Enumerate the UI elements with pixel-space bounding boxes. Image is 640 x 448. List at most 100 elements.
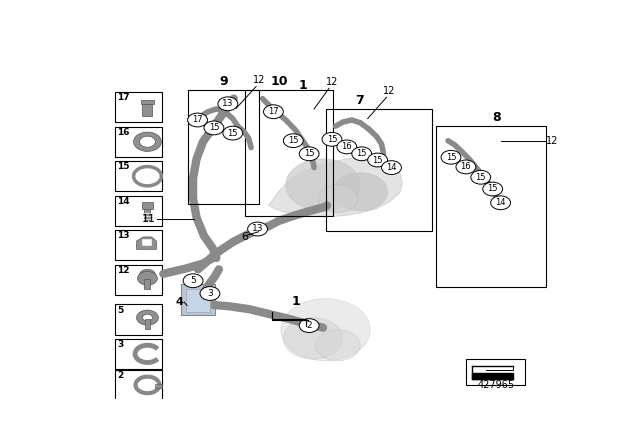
Text: 15: 15 <box>288 136 298 145</box>
Text: 15: 15 <box>209 124 219 133</box>
Text: 12: 12 <box>253 75 266 85</box>
Bar <box>115 339 162 369</box>
Text: 13: 13 <box>117 232 129 241</box>
Text: 8: 8 <box>492 112 500 125</box>
Text: 14: 14 <box>495 198 506 207</box>
Bar <box>115 230 162 260</box>
Bar <box>141 100 154 104</box>
Text: 13: 13 <box>252 224 263 233</box>
FancyBboxPatch shape <box>181 284 216 315</box>
Circle shape <box>367 153 388 167</box>
Circle shape <box>248 222 268 236</box>
Circle shape <box>143 314 152 321</box>
Text: 5: 5 <box>117 306 124 314</box>
Text: 12: 12 <box>326 77 338 86</box>
Circle shape <box>318 185 358 212</box>
Circle shape <box>188 113 207 127</box>
Text: 5: 5 <box>190 276 196 285</box>
Circle shape <box>491 196 511 210</box>
Text: 12: 12 <box>547 136 559 146</box>
Circle shape <box>134 132 161 151</box>
Text: 15: 15 <box>304 149 314 158</box>
Bar <box>115 304 162 335</box>
Text: 9: 9 <box>219 75 228 88</box>
Text: 4: 4 <box>175 297 183 307</box>
Text: 15: 15 <box>227 129 238 138</box>
Polygon shape <box>136 237 156 250</box>
Circle shape <box>456 160 476 174</box>
Text: 15: 15 <box>326 135 337 144</box>
Text: 6: 6 <box>241 232 248 242</box>
Circle shape <box>483 182 502 196</box>
Bar <box>115 264 162 295</box>
Bar <box>115 92 162 122</box>
Circle shape <box>300 147 319 161</box>
Text: 427965: 427965 <box>477 380 514 390</box>
Bar <box>143 239 152 246</box>
Text: 10: 10 <box>270 75 287 88</box>
Bar <box>186 289 211 312</box>
Circle shape <box>183 274 203 288</box>
Circle shape <box>286 159 360 211</box>
Bar <box>143 104 152 116</box>
Text: 11: 11 <box>141 214 156 224</box>
Circle shape <box>134 167 161 186</box>
Circle shape <box>381 161 401 174</box>
Bar <box>436 126 547 287</box>
Bar <box>115 195 162 226</box>
Circle shape <box>352 147 372 161</box>
Text: 15: 15 <box>372 155 383 164</box>
Bar <box>145 209 150 220</box>
Circle shape <box>218 97 237 111</box>
Circle shape <box>284 134 303 147</box>
Circle shape <box>140 269 156 280</box>
Text: 16: 16 <box>461 163 471 172</box>
Bar <box>188 90 259 204</box>
Bar <box>244 90 333 216</box>
Bar <box>142 202 153 209</box>
Text: 1: 1 <box>292 295 301 308</box>
Text: 12: 12 <box>383 86 396 96</box>
Text: 14: 14 <box>386 163 397 172</box>
Text: 15: 15 <box>445 153 456 162</box>
Circle shape <box>204 121 224 135</box>
Text: 1: 1 <box>299 79 308 92</box>
Text: 12: 12 <box>117 266 129 275</box>
Circle shape <box>333 173 388 211</box>
Circle shape <box>316 330 360 361</box>
Text: 2: 2 <box>117 371 124 380</box>
Bar <box>115 370 162 400</box>
Text: 3: 3 <box>117 340 124 349</box>
Text: 7: 7 <box>355 94 364 107</box>
Text: 15: 15 <box>356 149 367 158</box>
Circle shape <box>138 271 157 285</box>
Text: 2: 2 <box>307 321 312 330</box>
Text: 15: 15 <box>488 185 498 194</box>
Text: 3: 3 <box>207 289 213 298</box>
Bar <box>145 279 150 289</box>
Circle shape <box>284 318 343 359</box>
Circle shape <box>471 170 491 184</box>
Text: 14: 14 <box>117 197 129 206</box>
Circle shape <box>136 310 158 325</box>
Bar <box>115 161 162 191</box>
Text: 17: 17 <box>268 107 279 116</box>
Bar <box>466 359 525 385</box>
Circle shape <box>200 287 220 301</box>
Circle shape <box>223 126 243 140</box>
Bar <box>145 319 150 329</box>
Circle shape <box>337 140 356 154</box>
Circle shape <box>281 299 370 361</box>
Circle shape <box>140 136 156 147</box>
Text: 15: 15 <box>117 163 129 172</box>
Bar <box>115 126 162 157</box>
Circle shape <box>441 151 461 164</box>
Bar <box>156 384 163 388</box>
Polygon shape <box>269 157 403 216</box>
Circle shape <box>264 105 284 119</box>
Bar <box>326 109 432 232</box>
Text: 17: 17 <box>192 116 203 125</box>
Text: 15: 15 <box>476 173 486 182</box>
Text: 17: 17 <box>117 94 129 103</box>
Text: 16: 16 <box>342 142 352 151</box>
